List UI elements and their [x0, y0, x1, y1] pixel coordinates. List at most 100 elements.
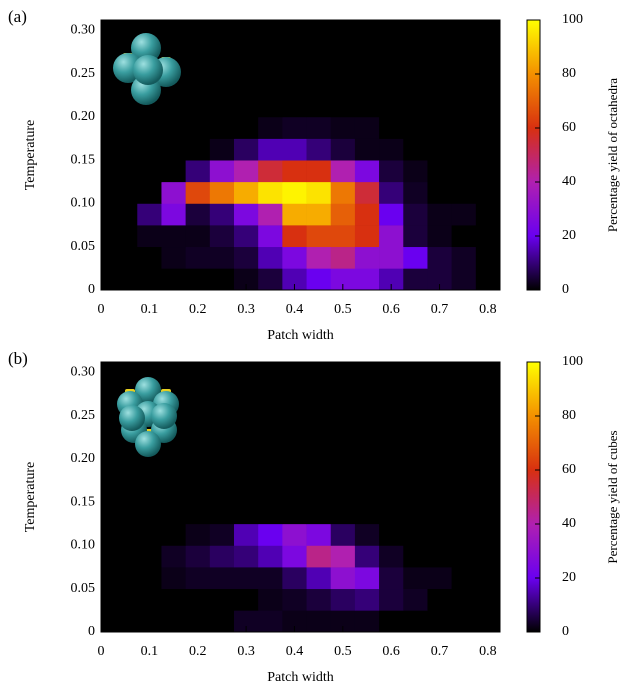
heat-cell — [379, 30, 404, 53]
heat-cell — [330, 30, 356, 53]
y-tick-label: 0.25 — [71, 66, 96, 81]
heat-cell — [185, 372, 211, 395]
y-tick-label: 0.05 — [71, 239, 96, 254]
heat-cell — [185, 52, 211, 74]
heat-cell — [234, 268, 259, 291]
particle — [151, 403, 177, 429]
heat-cell — [306, 480, 332, 503]
heat-cell — [451, 610, 477, 633]
heat-cell — [354, 458, 380, 481]
heat-cell — [354, 116, 380, 139]
heat-cell — [234, 567, 259, 590]
heat-cell — [282, 610, 307, 633]
heat-cell — [403, 415, 428, 438]
heat-cell — [185, 138, 211, 161]
heat-cell — [451, 203, 477, 226]
heat-cell — [354, 567, 380, 590]
heat-cell — [379, 246, 404, 269]
heat-cell — [209, 116, 235, 139]
heat-cell — [161, 116, 186, 139]
heat-cell — [209, 73, 235, 96]
heat-cell — [234, 502, 259, 525]
heat-cell — [137, 502, 162, 525]
heat-cell — [137, 203, 162, 226]
y-axis-label: Temperature — [23, 462, 38, 533]
x-tick-label: 0.4 — [286, 644, 304, 659]
heat-cell — [306, 437, 332, 460]
x-tick-label: 0.7 — [431, 644, 449, 659]
heat-cell — [306, 502, 332, 525]
heat-cell — [330, 437, 356, 460]
heat-cell — [330, 502, 356, 525]
heat-cell — [403, 394, 428, 416]
heat-cell — [306, 588, 332, 611]
heat-cell — [306, 203, 332, 226]
heat-cell — [113, 246, 138, 269]
heat-cell — [209, 95, 235, 118]
heat-cell — [475, 372, 501, 395]
heat-cell — [113, 502, 138, 525]
heat-cell — [427, 246, 452, 269]
heat-cell — [185, 268, 211, 291]
heat-cell — [161, 268, 186, 291]
heat-cell — [185, 95, 211, 118]
heat-cell — [306, 160, 332, 183]
heat-cell — [306, 138, 332, 161]
heat-cell — [282, 567, 307, 590]
heat-cell — [475, 138, 501, 161]
heat-cell — [209, 437, 235, 460]
heat-cell — [282, 437, 307, 460]
heat-cell — [403, 502, 428, 525]
heat-cell — [379, 545, 404, 568]
heat-cell — [234, 372, 259, 395]
heat-cell — [209, 160, 235, 183]
heat-cell — [234, 73, 259, 96]
heat-cell — [161, 160, 186, 183]
heat-cell — [282, 203, 307, 226]
heat-cell — [258, 372, 283, 395]
heat-cell — [451, 394, 477, 416]
heat-cell — [258, 52, 283, 74]
heat-cell — [258, 160, 283, 183]
heat-cell — [161, 138, 186, 161]
heat-cell — [427, 437, 452, 460]
heat-cell — [427, 480, 452, 503]
y-tick-label: 0.30 — [71, 23, 96, 38]
heat-cell — [330, 160, 356, 183]
heat-cell — [113, 458, 138, 481]
y-tick-label: 0.15 — [71, 152, 96, 167]
heat-cell — [209, 203, 235, 226]
heat-cell — [137, 588, 162, 611]
heat-cell — [379, 567, 404, 590]
x-axis-label: Patch width — [267, 328, 334, 343]
heat-cell — [379, 372, 404, 395]
heat-cell — [475, 545, 501, 568]
heat-cell — [137, 181, 162, 204]
heat-cell — [282, 30, 307, 53]
heat-cell — [137, 268, 162, 291]
heat-cell — [282, 52, 307, 74]
heat-cell — [185, 203, 211, 226]
heat-cell — [379, 73, 404, 96]
heat-cell — [209, 480, 235, 503]
heat-cell — [379, 268, 404, 291]
heat-cell — [185, 588, 211, 611]
heat-cell — [427, 523, 452, 546]
heat-cell — [185, 73, 211, 96]
heat-cell — [258, 73, 283, 96]
heat-cell — [258, 415, 283, 438]
heat-cell — [185, 394, 211, 416]
heat-cell — [113, 588, 138, 611]
heat-cell — [185, 181, 211, 204]
heat-cell — [379, 225, 404, 248]
heat-cell — [137, 610, 162, 633]
heat-cell — [354, 437, 380, 460]
x-axis-label: Patch width — [267, 670, 334, 685]
panel-label: (a) — [8, 7, 27, 26]
heat-cell — [258, 458, 283, 481]
heat-cell — [354, 610, 380, 633]
heat-cell — [209, 225, 235, 248]
x-tick-label: 0.5 — [334, 302, 352, 317]
heat-cell — [113, 268, 138, 291]
heat-cell — [403, 225, 428, 248]
